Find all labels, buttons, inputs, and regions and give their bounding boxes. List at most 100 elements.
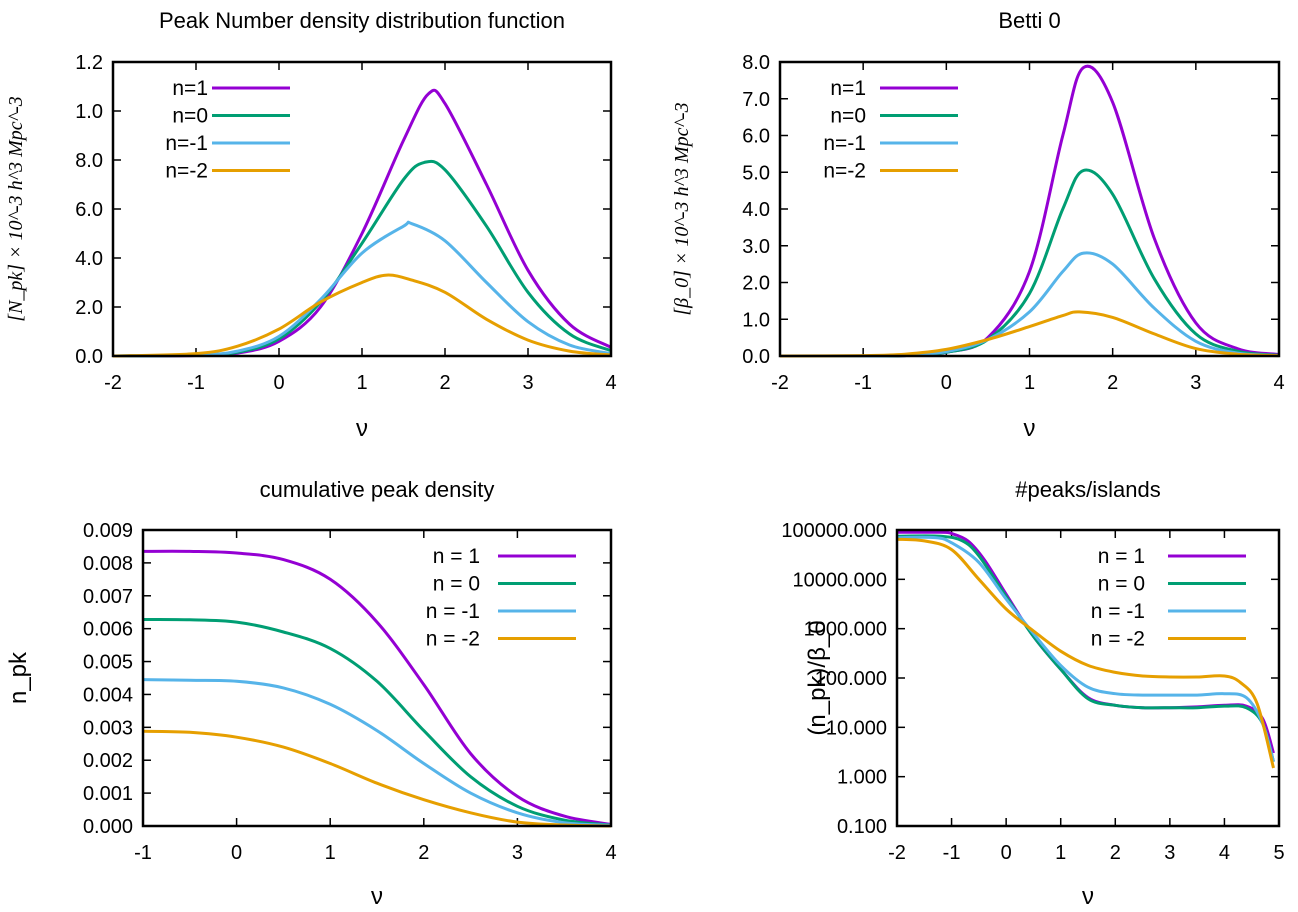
x-tick-label: 2 (1107, 372, 1118, 394)
chart-peak-number-density: Peak Number density distribution functio… (5, 8, 617, 442)
chart-title: Peak Number density distribution functio… (159, 8, 565, 33)
series-line-3 (112, 273, 612, 358)
y-tick-label: 8.0 (742, 52, 770, 74)
x-tick-label: 5 (1273, 842, 1284, 864)
plot-frame (111, 60, 613, 358)
x-tick-label: 4 (605, 372, 616, 394)
y-tick-label: 0.000 (83, 816, 133, 838)
chart-peaks-per-islands: #peaks/islands -2 -1 0 1 2 3 4 5 0.100 1.000 10.000… (781, 477, 1284, 910)
x-tick-label: 1 (1024, 372, 1035, 394)
y-tick-label: 7.0 (742, 89, 770, 111)
series-line-3 (779, 310, 1280, 358)
y-tick-label: 0.002 (83, 750, 133, 772)
chart-cumulative-peak-density: cumulative peak density -1 0 1 2 3 4 0.000 0.001… (5, 477, 617, 910)
x-tick-label: 3 (1164, 842, 1175, 864)
x-tick-label: 3 (522, 372, 533, 394)
y-tick-label: 0.009 (83, 520, 133, 542)
legend-label: n=-2 (823, 160, 866, 183)
x-tick-label: 4 (1219, 842, 1230, 864)
legend-label: n = -2 (1091, 628, 1145, 651)
x-tick-label: -1 (134, 842, 152, 864)
x-tick-label: 2 (418, 842, 429, 864)
y-tick-label: 8.0 (75, 150, 103, 172)
y-tick-label: 10.000 (826, 717, 887, 739)
y-axis-label: n_pk (5, 651, 32, 704)
series-line-0 (142, 549, 612, 826)
legend-label: n=0 (172, 105, 208, 128)
series-line-1 (142, 617, 612, 827)
chart-title: cumulative peak density (260, 477, 495, 502)
series-line-2 (896, 535, 1275, 763)
x-tick-label: -1 (187, 372, 205, 394)
y-tick-label: 100.000 (815, 668, 887, 690)
x-tick-label: -2 (888, 842, 906, 864)
y-tick-label: 0.005 (83, 652, 133, 674)
x-tick-label: 2 (439, 372, 450, 394)
y-tick-label: 1.2 (75, 52, 103, 74)
y-tick-label: 3.0 (742, 236, 770, 258)
legend-label: n = -1 (1091, 600, 1145, 623)
series-line-3 (142, 729, 612, 828)
y-tick-label: 4.0 (75, 248, 103, 270)
series-line-1 (896, 534, 1275, 763)
y-axis-label: [β_0] × 10^-3 h^3 Mpc^-3 (671, 102, 693, 315)
plot-frame (895, 528, 1281, 828)
legend-label: n = -1 (426, 600, 480, 623)
x-axis-label: ν (356, 415, 368, 442)
legend-label: n=0 (830, 105, 866, 128)
y-tick-label: 100000.000 (781, 520, 887, 542)
legend-label: n=-2 (165, 160, 208, 183)
y-tick-label: 1.000 (837, 767, 887, 789)
y-tick-label: 0.003 (83, 717, 133, 739)
plot-frame (778, 60, 1281, 358)
x-tick-label: -1 (943, 842, 961, 864)
y-tick-label: 0.004 (83, 684, 133, 706)
x-tick-label: 1 (325, 842, 336, 864)
y-axis-label: [N_pk] × 10^-3 h^3 Mpc^-3 (5, 96, 27, 321)
y-tick-label: 0.006 (83, 619, 133, 641)
y-tick-label: 0.0 (75, 346, 103, 368)
chart-title: #peaks/islands (1015, 477, 1161, 502)
chart-title: Betti 0 (998, 8, 1060, 33)
y-tick-label: 6.0 (75, 199, 103, 221)
y-tick-label: 2.0 (742, 273, 770, 295)
x-axis-label: ν (371, 883, 383, 907)
y-tick-label: 4.0 (742, 199, 770, 221)
x-tick-label: 0 (273, 372, 284, 394)
x-tick-label: 3 (512, 842, 523, 864)
x-tick-label: 1 (1055, 842, 1066, 864)
legend-label: n=-1 (165, 132, 208, 155)
y-tick-label: 0.100 (837, 816, 887, 838)
y-tick-label: 0.001 (83, 783, 133, 805)
legend-label: n = 1 (433, 545, 480, 568)
y-tick-label: 10000.000 (792, 569, 887, 591)
x-tick-label: 4 (605, 842, 616, 864)
x-tick-label: -2 (104, 372, 122, 394)
y-axis-label: (n_pk)/β_0 (804, 620, 831, 735)
series-line-2 (142, 678, 612, 827)
y-tick-label: 2.0 (75, 297, 103, 319)
y-tick-label: 0.0 (742, 346, 770, 368)
y-tick-label: 1.0 (742, 309, 770, 331)
y-tick-label: 5.0 (742, 162, 770, 184)
x-tick-label: 2 (1110, 842, 1121, 864)
chart-betti-0: Betti 0 -2 -1 0 1 2 3 4 0.0 1.0 2.0 3.0 4.0 5.0 6.0 7.0… (671, 8, 1285, 442)
plot-frame (141, 528, 613, 828)
x-tick-label: 0 (231, 842, 242, 864)
x-tick-label: 4 (1273, 372, 1284, 394)
series-line-0 (112, 88, 612, 358)
legend-label: n=-1 (823, 132, 866, 155)
legend-label: n = 0 (433, 573, 480, 596)
y-tick-label: 0.007 (83, 586, 133, 608)
series-line-3 (896, 537, 1275, 769)
legend-label: n = -2 (426, 628, 480, 651)
series-line-2 (112, 220, 612, 358)
x-axis-label: ν (1024, 415, 1036, 442)
x-tick-label: 1 (356, 372, 367, 394)
y-tick-label: 0.008 (83, 553, 133, 575)
x-tick-label: -1 (854, 372, 872, 394)
x-axis-label: ν (1082, 883, 1094, 907)
x-tick-label: -2 (771, 372, 789, 394)
legend-label: n=1 (172, 77, 208, 100)
